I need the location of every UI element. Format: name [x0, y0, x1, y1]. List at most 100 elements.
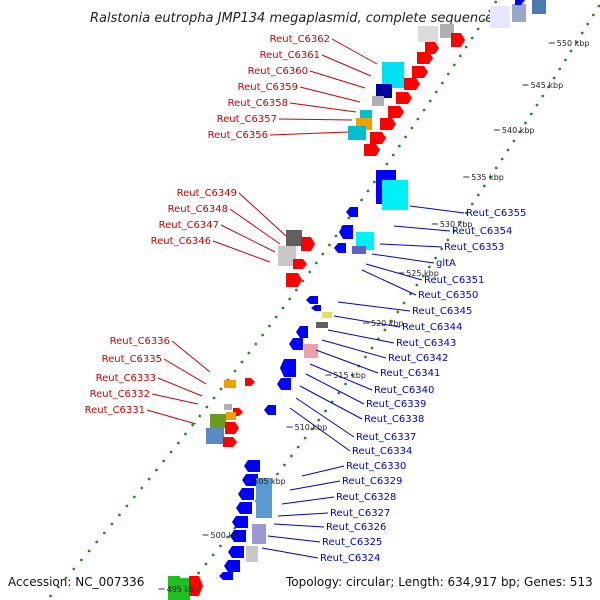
gene-label-reverse[interactable]: Reut_C6353	[444, 242, 504, 253]
ring-dot	[205, 405, 209, 409]
leader-line	[331, 38, 378, 65]
leader-line	[278, 118, 353, 121]
ring-dot	[118, 513, 121, 517]
forward-cds-mark	[388, 106, 404, 118]
gene-label-forward[interactable]: Reut_C6361	[260, 50, 320, 61]
gene-label-reverse[interactable]: Reut_C6327	[330, 508, 390, 519]
ring-dot	[169, 450, 173, 454]
gene-label-forward[interactable]: Reut_C6347	[159, 220, 219, 231]
leader-line	[289, 407, 351, 452]
gene-label-reverse[interactable]: Reut_C6339	[366, 399, 426, 410]
ring-dot	[494, 0, 498, 4]
gene-label-reverse[interactable]: Reut_C6342	[388, 353, 448, 364]
leader-line	[212, 240, 271, 263]
ring-dot	[321, 252, 325, 256]
gene-label-reverse[interactable]: gltA	[436, 258, 456, 269]
gene-label-reverse[interactable]: Reut_C6344	[402, 322, 462, 333]
gene-label-reverse[interactable]: Reut_C6341	[380, 368, 440, 379]
feature-block	[246, 546, 258, 562]
gene-label-forward[interactable]: Reut_C6333	[96, 373, 156, 384]
ring-dot	[564, 58, 567, 62]
ring-dot	[295, 288, 298, 292]
ring-dot	[64, 576, 68, 580]
forward-cds-mark	[515, 0, 525, 5]
gene-label-reverse[interactable]: Reut_C6351	[424, 275, 484, 286]
leader-line	[289, 480, 341, 491]
leader-line	[269, 131, 349, 136]
ring-dot	[334, 234, 338, 238]
feature-block	[206, 428, 224, 444]
ring-dot	[500, 157, 504, 161]
ring-dot	[440, 81, 444, 85]
ring-dot	[421, 274, 425, 278]
gene-label-reverse[interactable]: Reut_C6340	[374, 385, 434, 396]
gene-label-forward[interactable]: Reut_C6331	[85, 405, 145, 416]
leader-line	[379, 243, 443, 248]
feature-block	[168, 576, 180, 600]
ring-dot	[233, 369, 237, 373]
ring-dot	[391, 153, 395, 157]
ring-dot	[240, 360, 244, 364]
gene-label-forward[interactable]: Reut_C6349	[177, 188, 237, 199]
ring-dot	[211, 553, 215, 557]
ring-dot	[446, 238, 450, 242]
gene-label-forward[interactable]: Reut_C6348	[168, 204, 228, 215]
gene-label-forward[interactable]: Reut_C6335	[102, 354, 162, 365]
leader-line	[299, 86, 361, 103]
gene-label-reverse[interactable]: Reut_C6328	[336, 492, 396, 503]
ring-dot	[575, 40, 578, 44]
ring-dot	[254, 342, 258, 346]
gene-label-reverse[interactable]: Reut_C6325	[322, 537, 382, 548]
leader-line	[309, 70, 366, 89]
gene-label-forward[interactable]: Reut_C6356	[208, 130, 268, 141]
gene-label-forward[interactable]: Reut_C6362	[270, 34, 330, 45]
gene-label-forward[interactable]: Reut_C6332	[90, 389, 150, 400]
gene-label-reverse[interactable]: Reut_C6354	[452, 226, 512, 237]
ring-dot	[410, 126, 414, 130]
ring-dot	[147, 477, 151, 481]
leader-line	[321, 339, 387, 359]
ring-dot	[524, 121, 527, 125]
reverse-cds-mark	[280, 359, 296, 377]
feature-block	[376, 84, 392, 98]
gene-label-reverse[interactable]: Reut_C6350	[418, 290, 478, 301]
ring-dot	[482, 184, 486, 188]
gene-label-reverse[interactable]: Reut_C6343	[396, 338, 456, 349]
feature-block	[418, 26, 438, 42]
gene-label-reverse[interactable]: Reut_C6330	[346, 461, 406, 472]
ring-dot	[396, 310, 400, 314]
gene-label-forward[interactable]: Reut_C6360	[248, 66, 308, 77]
ring-dot	[434, 256, 437, 260]
gene-label-forward[interactable]: Reut_C6346	[151, 236, 211, 247]
reverse-cds-mark	[296, 326, 308, 338]
ring-dot	[558, 67, 562, 71]
gene-label-reverse[interactable]: Reut_C6338	[364, 414, 424, 425]
gene-label-forward[interactable]: Reut_C6357	[217, 114, 277, 125]
ring-dot	[308, 270, 312, 274]
gene-label-reverse[interactable]: Reut_C6326	[326, 522, 386, 533]
ring-dot	[428, 265, 431, 269]
gene-label-forward[interactable]: Reut_C6336	[110, 336, 170, 347]
gene-label-reverse[interactable]: Reut_C6334	[352, 446, 412, 457]
ring-dot	[276, 472, 279, 476]
scale-tick-label: 525 kbp	[406, 269, 439, 278]
gene-labels: Reut_C6362 Reut_C6361 Reut_C6360 Reut_C6359…	[85, 34, 527, 564]
forward-cds-mark	[245, 378, 255, 386]
feature-block	[304, 344, 318, 358]
leader-line	[289, 102, 357, 113]
gene-label-reverse[interactable]: Reut_C6329	[342, 476, 402, 487]
gene-label-reverse[interactable]: Reut_C6337	[356, 432, 416, 443]
gene-label-forward[interactable]: Reut_C6359	[238, 82, 298, 93]
ring-dot	[370, 346, 374, 350]
ring-dot	[204, 562, 208, 566]
ring-dot	[288, 297, 292, 301]
gene-label-reverse[interactable]: Reut_C6345	[412, 306, 472, 317]
gene-label-forward[interactable]: Reut_C6358	[228, 98, 288, 109]
scale-ticks: 550 kbp 545 kbp 540 kbp 535 kbp 530 kbp 525 k…	[158, 39, 589, 594]
ring-dot	[452, 63, 456, 67]
gene-label-reverse[interactable]: Reut_C6355	[466, 208, 526, 219]
label-leader-lines	[146, 38, 465, 559]
feature-block	[210, 414, 226, 428]
gene-label-reverse[interactable]: Reut_C6324	[320, 553, 380, 564]
leader-line	[171, 340, 211, 373]
